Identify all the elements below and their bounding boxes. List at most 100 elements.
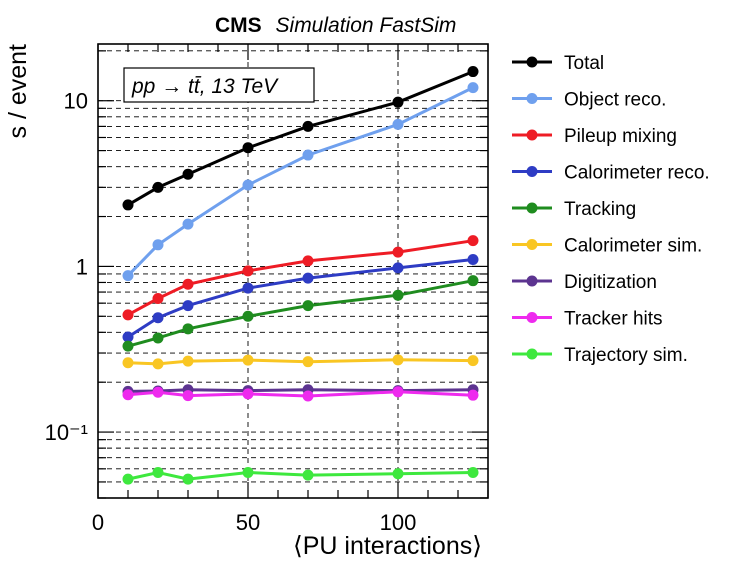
- data-point: [152, 293, 164, 305]
- data-point: [242, 354, 254, 366]
- experiment-label: CMS: [215, 14, 262, 37]
- data-point: [302, 272, 314, 284]
- x-tick-label: 0: [92, 510, 104, 535]
- data-point: [242, 265, 254, 277]
- data-point: [182, 278, 194, 290]
- data-point: [152, 332, 164, 344]
- data-point: [182, 355, 194, 367]
- data-point: [182, 473, 194, 485]
- data-point: [302, 300, 314, 312]
- series-line: [127, 258, 474, 339]
- legend-marker: [526, 129, 538, 141]
- data-point: [392, 468, 404, 480]
- data-point: [152, 467, 164, 479]
- legend-marker: [526, 166, 538, 177]
- data-point: [392, 246, 404, 258]
- data-point: [182, 168, 194, 180]
- legend-label: Digitization: [564, 272, 657, 293]
- data-point: [392, 262, 404, 274]
- data-point: [467, 275, 479, 287]
- legend-label: Object reco.: [564, 90, 666, 111]
- data-point: [182, 300, 194, 312]
- series-line: [127, 390, 474, 398]
- plot-frame: [97, 43, 489, 499]
- legend-label: Trajectory sim.: [564, 345, 688, 366]
- data-point: [467, 389, 479, 401]
- process-annotation: pp → tt̄, 13 TeV: [131, 75, 279, 98]
- data-point: [467, 82, 479, 94]
- series-line: [127, 358, 474, 366]
- data-point: [122, 331, 134, 343]
- data-point: [302, 390, 314, 402]
- data-point: [392, 118, 404, 130]
- data-point: [467, 467, 479, 479]
- data-point: [302, 255, 314, 267]
- data-point: [122, 270, 134, 282]
- data-point: [302, 469, 314, 481]
- y-tick-label: 10: [64, 89, 88, 114]
- data-point: [242, 142, 254, 154]
- legend: Total Object reco. Pileup mixing Calorimete…: [512, 53, 710, 366]
- legend-marker: [526, 202, 538, 214]
- chart-header: CMS Simulation FastSim: [215, 14, 456, 37]
- data-point: [152, 312, 164, 324]
- data-point: [122, 389, 134, 401]
- legend-marker: [526, 275, 538, 287]
- series-line: [127, 388, 474, 393]
- data-point: [182, 323, 194, 335]
- grid: [98, 44, 488, 499]
- legend-label: Total: [564, 53, 604, 74]
- data-point: [182, 218, 194, 230]
- legend-label: Calorimeter reco.: [564, 163, 710, 184]
- annotation-box: [123, 67, 315, 103]
- data-point: [392, 96, 404, 108]
- y-tick-label: 1: [76, 254, 88, 279]
- series-line: [127, 470, 474, 481]
- legend-marker: [526, 93, 538, 104]
- data-point: [242, 282, 254, 294]
- legend-marker: [526, 239, 538, 250]
- data-point: [152, 358, 164, 370]
- data-point: [122, 357, 134, 369]
- legend-marker: [526, 312, 538, 323]
- data-point: [122, 309, 134, 321]
- data-point: [122, 473, 134, 485]
- data-point: [152, 386, 164, 398]
- data-point: [152, 181, 164, 193]
- y-tick-label: 10⁻¹: [45, 420, 88, 445]
- legend-label: Calorimeter sim.: [564, 236, 702, 257]
- series-line: [127, 279, 474, 348]
- data-point: [302, 149, 314, 161]
- data-point: [122, 199, 134, 211]
- series-line: [127, 239, 474, 317]
- data-point: [467, 66, 479, 78]
- legend-label: Tracking: [564, 199, 636, 220]
- data-point: [242, 179, 254, 191]
- data-point: [182, 390, 194, 402]
- x-tick-label: 50: [236, 510, 260, 535]
- data-point: [122, 340, 134, 352]
- simulation-label: Simulation FastSim: [276, 14, 457, 37]
- x-axis-title: ⟨PU interactions⟩: [293, 532, 482, 560]
- data-point: [392, 386, 404, 398]
- y-axis-title: s / event: [4, 44, 32, 139]
- series-layer: [122, 66, 479, 485]
- data-point: [392, 354, 404, 366]
- legend-marker: [526, 348, 538, 360]
- data-point: [467, 235, 479, 247]
- data-point: [302, 120, 314, 132]
- data-point: [152, 239, 164, 251]
- data-point: [467, 254, 479, 266]
- data-point: [392, 289, 404, 301]
- data-point: [242, 467, 254, 479]
- data-point: [242, 388, 254, 400]
- x-tick-label: 100: [380, 510, 417, 535]
- legend-label: Pileup mixing: [564, 126, 677, 147]
- axis-ticks: 0 50 100 10⁻¹ 1 10: [45, 44, 489, 535]
- data-point: [467, 355, 479, 367]
- legend-label: Tracker hits: [564, 309, 663, 330]
- data-point: [302, 356, 314, 368]
- legend-marker: [526, 56, 538, 68]
- data-point: [242, 310, 254, 322]
